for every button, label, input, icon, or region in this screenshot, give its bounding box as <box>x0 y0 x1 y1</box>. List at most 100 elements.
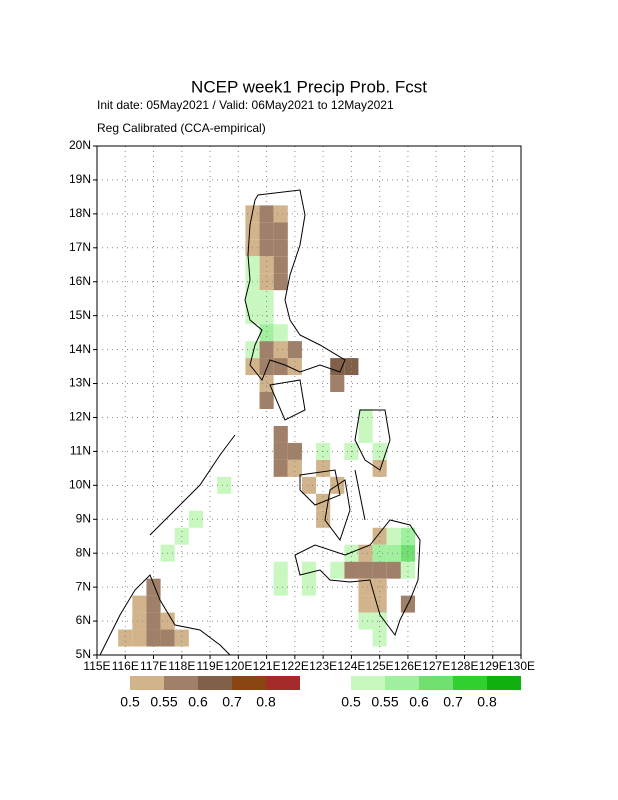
prob-cell <box>259 205 274 223</box>
x-tick-label: 125E <box>366 659 394 673</box>
prob-cell <box>358 544 373 562</box>
map-subtitle: Init date: 05May2021 / Valid: 06May2021 … <box>97 98 394 112</box>
x-tick-label: 119E <box>196 659 223 673</box>
prob-cell <box>372 629 387 647</box>
x-tick-label: 128E <box>450 659 478 673</box>
colorbar-label: 0.5 <box>120 694 140 710</box>
x-tick-label: 121E <box>253 659 281 673</box>
prob-cell <box>259 307 274 325</box>
prob-cell <box>132 629 147 647</box>
coastlines <box>99 189 421 656</box>
colorbar-swatch <box>385 676 419 690</box>
prob-cell <box>273 578 288 596</box>
prob-cell <box>259 290 274 308</box>
y-tick-label: 7N <box>76 579 91 593</box>
prob-cell <box>118 629 133 647</box>
prob-cell <box>273 358 288 376</box>
prob-cell <box>146 595 161 613</box>
colorbar-label: 0.8 <box>477 694 497 710</box>
prob-cell <box>273 442 288 460</box>
prob-cell <box>386 544 401 562</box>
x-tick-label: 115E <box>83 659 110 673</box>
map-method: Reg Calibrated (CCA-empirical) <box>97 121 266 135</box>
prob-cell <box>245 358 260 376</box>
coastline <box>324 479 351 542</box>
prob-cell <box>301 578 317 596</box>
prob-cell <box>372 544 387 562</box>
colorbar-label: 0.8 <box>256 694 276 710</box>
prob-cell <box>358 578 373 596</box>
coastline <box>354 409 391 471</box>
prob-cell <box>316 459 331 477</box>
prob-cell <box>344 544 359 562</box>
prob-cell <box>330 561 345 579</box>
prob-cell <box>259 239 274 257</box>
prob-cell <box>287 341 302 359</box>
colorbar-label: 0.55 <box>150 694 177 710</box>
prob-cell <box>273 341 288 359</box>
colorbar-swatch <box>453 676 487 690</box>
colorbar-label: 0.6 <box>409 694 429 710</box>
colorbar-swatch <box>351 676 385 690</box>
x-tick-label: 116E <box>112 659 139 673</box>
coastline <box>99 574 231 656</box>
y-tick-label: 17N <box>69 240 91 254</box>
prob-cell <box>316 493 331 511</box>
y-tick-label: 11N <box>70 444 91 458</box>
coastline <box>294 519 421 637</box>
prob-cell <box>217 476 232 494</box>
prob-cell <box>301 561 317 579</box>
x-tick-label: 118E <box>168 659 195 673</box>
prob-cell <box>372 561 387 579</box>
x-tick-label: 130E <box>507 659 535 673</box>
y-tick-label: 13N <box>69 376 91 390</box>
y-tick-label: 19N <box>69 172 91 186</box>
prob-cell <box>273 205 288 223</box>
prob-cell <box>259 256 274 274</box>
prob-cell <box>358 612 373 630</box>
coastline <box>244 189 346 381</box>
prob-cell <box>386 561 401 579</box>
prob-cell <box>146 629 161 647</box>
y-tick-label: 10N <box>69 478 91 492</box>
x-tick-label: 127E <box>422 659 450 673</box>
prob-cell <box>273 561 288 579</box>
prob-cell <box>316 510 331 528</box>
prob-cell <box>287 459 302 477</box>
y-tick-label: 15N <box>69 308 91 322</box>
colorbar-label: 0.7 <box>443 694 463 710</box>
prob-cell <box>259 341 274 359</box>
colorbar-swatch <box>130 676 164 690</box>
prob-cell <box>400 561 415 579</box>
prob-cell <box>132 595 147 613</box>
x-tick-label: 126E <box>394 659 422 673</box>
colorbar-label: 0.55 <box>371 694 398 710</box>
colorbar-swatch <box>164 676 198 690</box>
coastline <box>354 469 366 521</box>
prob-cell <box>273 256 288 274</box>
y-tick-label: 8N <box>76 545 91 559</box>
x-tick-label: 120E <box>224 659 252 673</box>
prob-cell <box>273 324 288 342</box>
y-tick-label: 12N <box>69 410 91 424</box>
prob-cell <box>273 425 288 443</box>
colorbar-swatch <box>266 676 300 690</box>
prob-cell <box>273 273 288 291</box>
y-tick-label: 14N <box>69 342 91 356</box>
y-tick-label: 6N <box>76 613 91 627</box>
colorbar-label: 0.6 <box>188 694 208 710</box>
prob-cell <box>188 510 203 528</box>
prob-cell <box>132 612 147 630</box>
colorbar-label: 0.5 <box>341 694 361 710</box>
colorbar-swatch <box>487 676 521 690</box>
grid-layer <box>96 145 522 656</box>
x-tick-label: 117E <box>140 659 167 673</box>
prob-cell <box>358 595 373 613</box>
prob-cell <box>301 476 317 494</box>
y-tick-label: 16N <box>69 274 91 288</box>
y-tick-label: 18N <box>69 206 91 220</box>
prob-cell <box>259 222 274 240</box>
prob-cell <box>273 222 288 240</box>
prob-cell <box>160 629 175 647</box>
